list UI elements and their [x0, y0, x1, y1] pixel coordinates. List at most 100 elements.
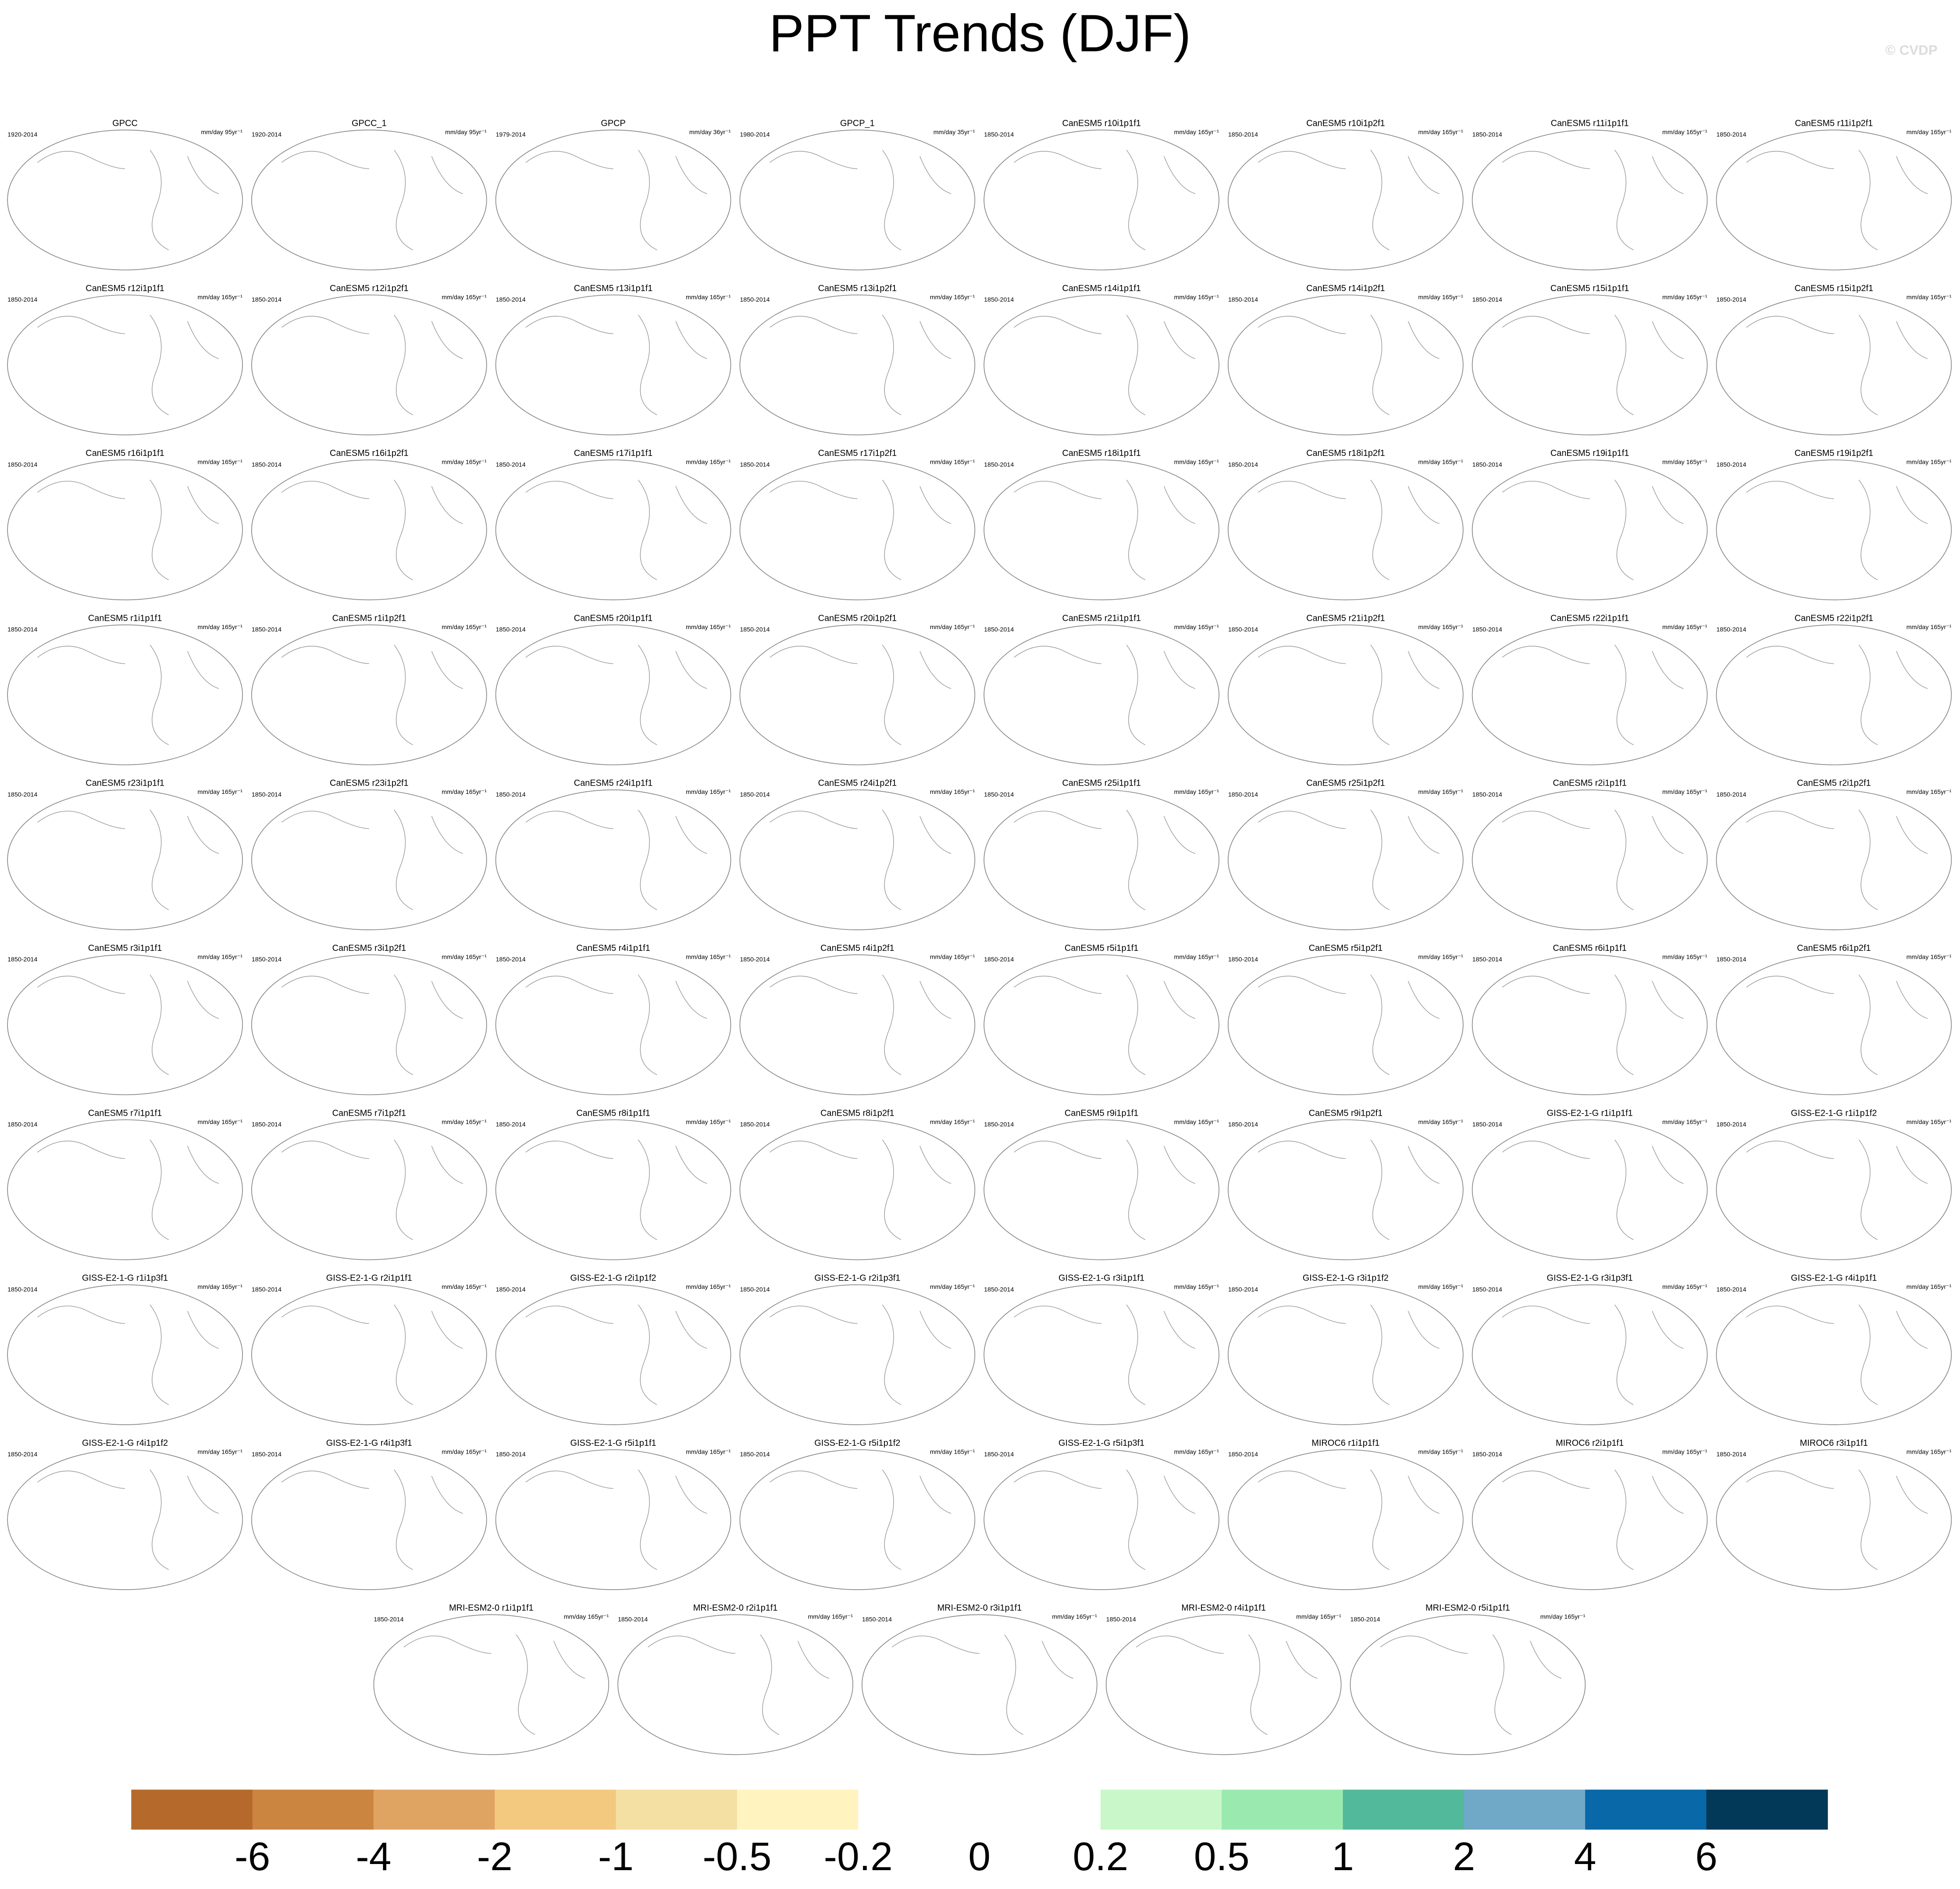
- coastline: [1502, 314, 1684, 416]
- map-panel: GISS-E2-1-G r5i1p3f1 1850-2014 mm/day 165y…: [984, 1438, 1219, 1590]
- map-outline: [251, 129, 487, 270]
- panel-title: CanESM5 r15i1p1f1: [1550, 284, 1629, 293]
- map-panel: CanESM5 r3i1p1f1 1850-2014 mm/day 165yr⁻¹: [7, 943, 243, 1096]
- panel-title: CanESM5 r5i1p2f1: [1309, 943, 1383, 953]
- coastline: [770, 1139, 951, 1240]
- coastline: [770, 1304, 951, 1405]
- coastline: [525, 1304, 707, 1405]
- map-outline: [1472, 1119, 1708, 1260]
- panel-period: 1850-2014: [984, 1286, 1014, 1293]
- panel-period: 1850-2014: [618, 1616, 648, 1623]
- map-outline: [1472, 789, 1708, 930]
- panel-title: GISS-E2-1-G r4i1p1f2: [82, 1438, 168, 1448]
- panel-units: mm/day 165yr⁻¹: [1662, 1448, 1707, 1455]
- map-panel: CanESM5 r10i1p1f1 1850-2014 mm/day 165yr⁻¹: [984, 119, 1219, 270]
- panel-period: 1850-2014: [984, 461, 1014, 468]
- map-panel: CanESM5 r20i1p1f1 1850-2014 mm/day 165yr⁻¹: [495, 613, 731, 765]
- map-outline: [1472, 129, 1708, 270]
- panel-period: 1850-2014: [1716, 296, 1746, 303]
- map-outline: [495, 129, 731, 270]
- map-panel: MIROC6 r2i1p1f1 1850-2014 mm/day 165yr⁻¹: [1472, 1438, 1708, 1590]
- coastline: [525, 975, 707, 1075]
- figure-title: PPT Trends (DJF): [769, 4, 1191, 63]
- panel-title: GISS-E2-1-G r3i1p3f1: [1547, 1274, 1633, 1283]
- panel-title: CanESM5 r17i1p2f1: [818, 448, 897, 458]
- panel-period: 1850-2014: [740, 296, 770, 303]
- colorbar-cell: [1706, 1789, 1828, 1830]
- panel-period: 1920-2014: [7, 132, 37, 139]
- panel-period: 1850-2014: [1716, 461, 1746, 468]
- map-panel: CanESM5 r20i1p2f1 1850-2014 mm/day 165yr⁻¹: [739, 613, 976, 765]
- map-outline: [251, 1449, 487, 1590]
- coastline: [1502, 975, 1684, 1075]
- map-outline: [251, 459, 487, 601]
- panel-units: mm/day 165yr⁻¹: [686, 789, 731, 796]
- panel-units: mm/day 165yr⁻¹: [1418, 459, 1463, 466]
- map-panel: CanESM5 r10i1p2f1 1850-2014 mm/day 165yr⁻¹: [1228, 119, 1464, 270]
- coastline: [648, 1634, 830, 1735]
- coastline: [525, 314, 707, 416]
- coastline: [1746, 480, 1928, 580]
- panel-period: 1850-2014: [1472, 1121, 1502, 1128]
- panel-period: 1850-2014: [496, 1121, 526, 1128]
- map-outline: [739, 954, 976, 1096]
- coastline: [281, 1139, 463, 1240]
- map-panel: CanESM5 r15i1p1f1 1850-2014 mm/day 165yr⁻¹: [1472, 284, 1708, 435]
- panel-period: 1850-2014: [1472, 626, 1502, 633]
- map-panel: MIROC6 r3i1p1f1 1850-2014 mm/day 165yr⁻¹: [1716, 1438, 1952, 1590]
- panel-period: 1850-2014: [496, 626, 526, 633]
- panel-title: GISS-E2-1-G r5i1p3f1: [1058, 1438, 1144, 1448]
- coastline: [37, 1304, 219, 1405]
- panel-units: mm/day 36yr⁻¹: [689, 129, 731, 136]
- coastline: [281, 149, 463, 250]
- panel-title: CanESM5 r7i1p1f1: [88, 1108, 162, 1118]
- map-outline: [739, 1284, 976, 1425]
- panel-units: mm/day 165yr⁻¹: [930, 1284, 975, 1291]
- coastline: [281, 975, 463, 1075]
- panel-period: 1850-2014: [1228, 296, 1258, 303]
- panel-units: mm/day 165yr⁻¹: [1662, 953, 1707, 961]
- coastline: [525, 149, 707, 250]
- map-outline: [1228, 129, 1464, 270]
- coastline: [1746, 644, 1928, 745]
- map-outline: [984, 459, 1219, 601]
- panel-title: MIROC6 r2i1p1f1: [1556, 1438, 1624, 1448]
- map-outline: [1228, 624, 1464, 765]
- map-outline: [7, 789, 243, 930]
- map-outline: [1716, 129, 1952, 270]
- map-panel: CanESM5 r4i1p1f1 1850-2014 mm/day 165yr⁻¹: [495, 943, 731, 1096]
- map-outline: [984, 129, 1219, 270]
- panel-units: mm/day 95yr⁻¹: [201, 129, 242, 136]
- coastline: [1502, 1139, 1684, 1240]
- panel-title: CanESM5 r9i1p1f1: [1065, 1108, 1138, 1118]
- coastline: [1014, 314, 1196, 416]
- map-panel: CanESM5 r23i1p2f1 1850-2014 mm/day 165yr⁻¹: [251, 779, 487, 930]
- panel-units: mm/day 165yr⁻¹: [686, 1448, 731, 1455]
- map-panel: CanESM5 r13i1p2f1 1850-2014 mm/day 165yr⁻¹: [739, 284, 976, 435]
- panel-units: mm/day 165yr⁻¹: [442, 1284, 487, 1291]
- coastline: [281, 1469, 463, 1570]
- panel-units: mm/day 165yr⁻¹: [1907, 459, 1952, 466]
- panel-title: GISS-E2-1-G r2i1p3f1: [814, 1274, 900, 1283]
- map-panel: GPCC 1920-2014 mm/day 95yr⁻¹: [7, 119, 243, 270]
- coastline: [1502, 809, 1684, 911]
- panel-period: 1850-2014: [7, 1286, 37, 1293]
- panel-period: 1850-2014: [252, 461, 282, 468]
- map-outline: [984, 624, 1219, 765]
- panel-units: mm/day 165yr⁻¹: [1174, 953, 1219, 961]
- map-panel: GISS-E2-1-G r2i1p1f2 1850-2014 mm/day 165y…: [495, 1274, 731, 1425]
- map-panel: CanESM5 r14i1p2f1 1850-2014 mm/day 165yr⁻¹: [1228, 284, 1464, 435]
- map-outline: [739, 1449, 976, 1590]
- map-outline: [7, 624, 243, 765]
- panel-units: mm/day 165yr⁻¹: [930, 953, 975, 961]
- map-outline: [495, 1119, 731, 1260]
- panel-title: GPCP: [601, 119, 626, 128]
- map-outline: [495, 1284, 731, 1425]
- coastline: [1746, 1469, 1928, 1570]
- panel-title: CanESM5 r25i1p2f1: [1306, 779, 1385, 788]
- map-panel: CanESM5 r12i1p1f1 1850-2014 mm/day 165yr⁻¹: [7, 284, 243, 435]
- map-outline: [1472, 624, 1708, 765]
- map-outline: [984, 954, 1219, 1096]
- panel-units: mm/day 165yr⁻¹: [686, 1119, 731, 1126]
